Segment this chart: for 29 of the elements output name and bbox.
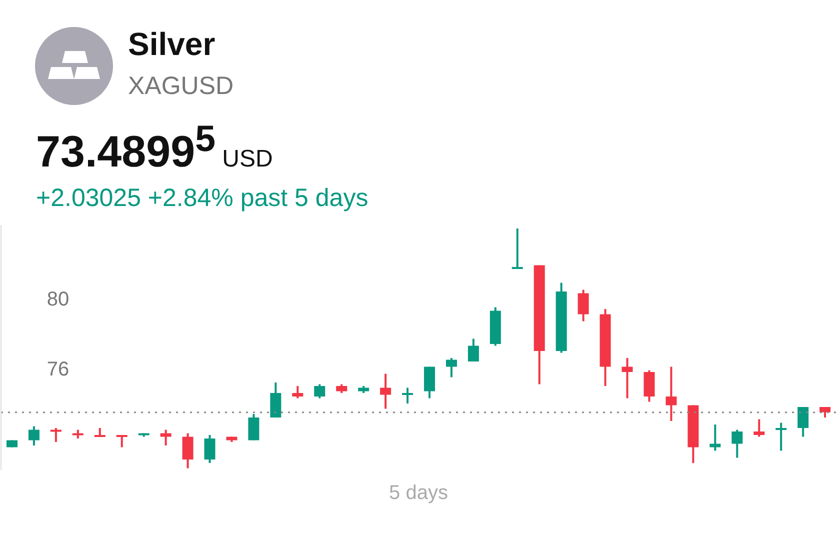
candlestick — [204, 434, 216, 464]
candlestick — [732, 428, 743, 459]
candlestick — [248, 413, 260, 442]
candlestick — [666, 366, 677, 422]
candlestick — [776, 422, 787, 452]
chart-title: Silver — [128, 26, 216, 63]
text: +2.03025 +2.84% past 5 days — [36, 184, 368, 213]
x-axis-title: 5 days — [389, 482, 448, 504]
candlestick — [160, 428, 172, 446]
candlestick — [622, 357, 633, 400]
candlestick — [182, 432, 194, 470]
candlestick — [314, 383, 326, 400]
y-tick-label: 80 — [46, 288, 70, 310]
candlestick — [710, 424, 721, 452]
candlestick — [28, 425, 40, 446]
candlestick — [380, 372, 392, 410]
candlestick — [468, 338, 479, 362]
chart-subtitle: XAGUSD — [128, 72, 234, 101]
candlestick — [820, 406, 831, 418]
candlestick — [116, 434, 128, 448]
candlestick — [512, 228, 523, 270]
candlestick — [798, 406, 809, 438]
y-tick-label: 76 — [46, 358, 70, 380]
candlestick — [754, 418, 765, 438]
candlestick — [578, 288, 589, 322]
candlestick — [50, 427, 62, 443]
candlestick — [446, 357, 457, 378]
candlestick — [292, 385, 304, 400]
candlestick — [402, 386, 414, 404]
